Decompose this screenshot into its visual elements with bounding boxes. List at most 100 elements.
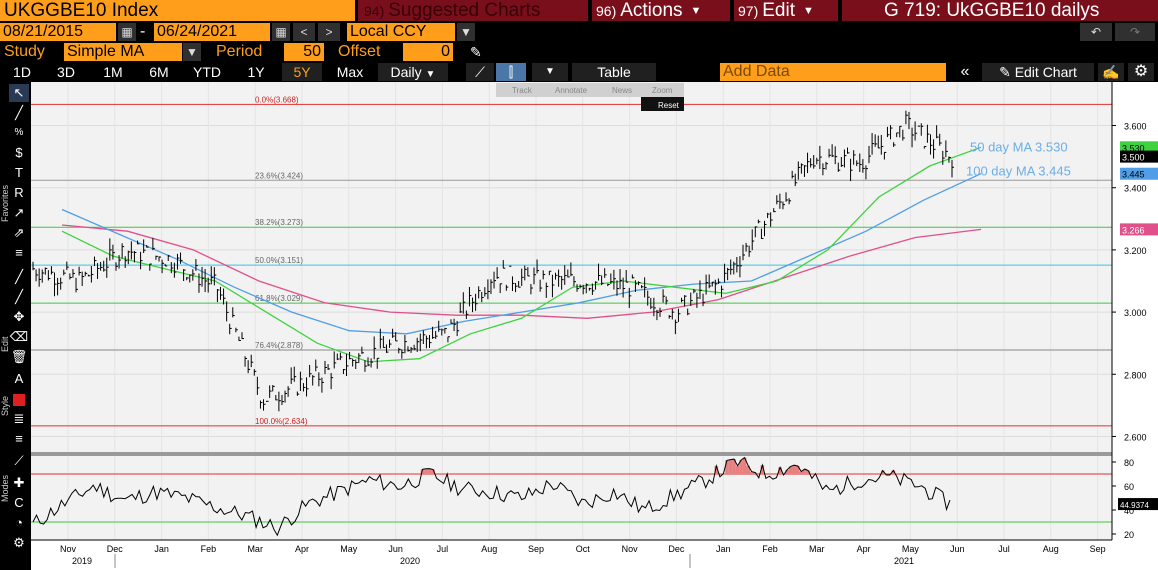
chevron-down-icon[interactable]: ▼	[532, 63, 568, 81]
fib-label: 23.6%(3.424)	[255, 171, 303, 180]
ma100-tag-bg	[1120, 167, 1158, 180]
ruler-icon[interactable]: ╱	[15, 269, 23, 284]
line-chart-icon[interactable]: ⟋	[466, 63, 494, 81]
tf-5y[interactable]: 5Y	[282, 63, 322, 81]
tf-max[interactable]: Max	[336, 64, 364, 80]
chevron-down-icon[interactable]: ▼	[183, 43, 201, 61]
line-tool-icon[interactable]: ╱	[15, 105, 23, 120]
collapse-icon[interactable]: «	[960, 63, 970, 80]
price-bars	[32, 110, 954, 412]
currency-select[interactable]: Local CCY	[347, 23, 455, 41]
line-style-icon[interactable]: ≣	[13, 411, 25, 426]
last-price-tag-bg	[1120, 150, 1158, 163]
tf-6m[interactable]: 6M	[149, 64, 169, 80]
prev-arrow-icon[interactable]: <	[293, 23, 315, 41]
tf-1y[interactable]: 1Y	[247, 64, 265, 80]
settings-icon[interactable]: ⚙	[13, 535, 25, 550]
y-tick-label: 3.200	[1124, 246, 1147, 256]
bar-chart-icon[interactable]: ⫿	[496, 63, 526, 81]
cursor-icon[interactable]: ↖	[9, 84, 29, 102]
study-bar: Study Simple MA ▼ Period 50 Offset 0 ✎	[0, 42, 1158, 62]
suggested-charts-menu[interactable]: 94) Suggested Charts	[358, 0, 588, 21]
chart-toolbar-item: Zoom	[652, 86, 673, 95]
offset-input[interactable]: 0	[403, 43, 453, 61]
tf-3d[interactable]: 3D	[57, 64, 75, 80]
add-data-input[interactable]: Add Data	[720, 63, 946, 81]
next-arrow-icon[interactable]: >	[318, 23, 340, 41]
tf-ytd[interactable]: YTD	[193, 64, 221, 80]
gear-icon[interactable]: ⚙	[1128, 63, 1154, 81]
rsi-last-tag: 44.9374	[1120, 501, 1149, 510]
x-tick-label: Feb	[201, 544, 217, 554]
ma200-line	[61, 224, 982, 319]
eraser-icon[interactable]: ⌫	[9, 329, 29, 344]
c-mode-icon[interactable]: C	[14, 495, 24, 510]
undo-icon[interactable]: ↶	[1080, 23, 1112, 41]
fib-label: 0.0%(3.668)	[255, 95, 299, 104]
date-range-bar: 08/21/2015 ▦ - 06/24/2021 ▦ < > Local CC…	[0, 22, 1158, 42]
chevron-down-icon[interactable]: ▼	[457, 23, 475, 41]
x-year-label: 2019	[72, 556, 92, 566]
x-tick-label: Aug	[1043, 544, 1059, 554]
actions-menu[interactable]: 96) Actions ▼	[592, 0, 730, 21]
ma100-line	[61, 173, 982, 335]
dollar-tool-icon[interactable]: $	[15, 145, 23, 160]
r-tool-icon[interactable]: R	[14, 185, 24, 200]
rsi-tag-bg	[1118, 498, 1158, 511]
channel-tool-icon[interactable]: ⇗	[13, 225, 25, 240]
study-select[interactable]: Simple MA	[64, 43, 182, 61]
fib-label: 61.8%(3.029)	[255, 294, 303, 303]
fib-tool-icon[interactable]: ≡	[15, 245, 23, 260]
edit-label: Edit	[762, 0, 795, 21]
fib-label: 50.0%(3.151)	[255, 256, 303, 265]
title-bar: UKGGBE10 Index 94) Suggested Charts 96) Ac…	[0, 0, 1158, 22]
brush-icon[interactable]: ⟋	[14, 453, 24, 468]
ma50-line	[61, 146, 982, 363]
font-icon[interactable]: A	[14, 371, 24, 386]
redo-icon[interactable]: ↷	[1115, 23, 1155, 41]
tf-1m[interactable]: 1M	[103, 64, 123, 80]
calendar-icon[interactable]: ▦	[118, 23, 136, 41]
ma50-tag: 3.530	[1122, 143, 1145, 153]
percent-tool-icon[interactable]: %	[14, 127, 24, 138]
move-icon[interactable]: ✥	[13, 309, 25, 324]
line-weight-icon[interactable]: ≡	[15, 431, 23, 446]
study-label: Study	[4, 43, 45, 60]
fib-label: 76.4%(2.878)	[255, 341, 303, 350]
x-axis-bg	[31, 540, 1112, 570]
x-tick-label: Feb	[762, 544, 778, 554]
x-tick-label: May	[902, 544, 920, 554]
x-tick-label: May	[340, 544, 358, 554]
ma200-tag: 3.266	[1122, 225, 1145, 235]
frequency-label: Daily	[390, 64, 422, 80]
crosshair-icon[interactable]: ✚	[13, 475, 25, 490]
trash-icon[interactable]: 🗑	[10, 349, 28, 364]
annotate-icon[interactable]: ✍	[1098, 63, 1124, 81]
tf-1d[interactable]: 1D	[13, 64, 31, 80]
drawing-icon[interactable]: ╱	[15, 289, 23, 304]
calendar-icon[interactable]: ▦	[272, 23, 290, 41]
pencil-icon[interactable]: ✎	[470, 44, 482, 60]
actions-label: Actions	[620, 0, 683, 21]
x-tick-label: Mar	[247, 544, 263, 554]
arrow-tool-icon[interactable]: ↗	[13, 205, 25, 220]
x-tick-label: Apr	[857, 544, 871, 554]
color-swatch-icon[interactable]	[9, 390, 29, 408]
edit-menu[interactable]: 97) Edit ▼	[734, 0, 838, 21]
y-axis-bg	[1112, 82, 1158, 570]
mode-icon[interactable]: ◔	[15, 515, 23, 530]
edit-num: 97)	[738, 2, 759, 19]
ma100-tag: 3.445	[1122, 170, 1145, 180]
end-date-input[interactable]: 06/24/2021	[154, 23, 270, 41]
edit-chart-button[interactable]: ✎ Edit Chart	[982, 63, 1094, 81]
text-tool-icon[interactable]: T	[15, 165, 23, 180]
table-button[interactable]: Table	[572, 63, 656, 81]
ma200-tag-bg	[1120, 223, 1158, 236]
security-ticker[interactable]: UKGGBE10 Index	[0, 0, 355, 21]
period-input[interactable]: 50	[284, 43, 324, 61]
ma100-annotation: 100 day MA 3.445	[966, 164, 1071, 179]
rsi-tick-label: 80	[1124, 458, 1134, 468]
start-date-input[interactable]: 08/21/2015	[0, 23, 116, 41]
frequency-select[interactable]: Daily ▼	[378, 63, 448, 81]
